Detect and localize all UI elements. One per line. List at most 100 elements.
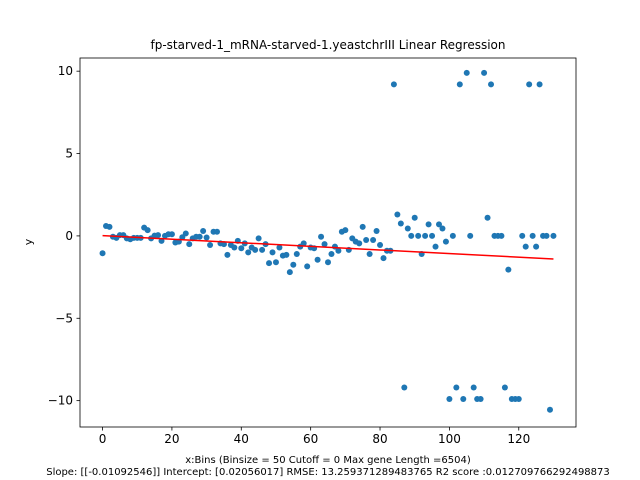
data-point <box>380 255 387 262</box>
data-point <box>501 384 508 391</box>
data-point <box>321 241 328 248</box>
data-point <box>401 384 408 391</box>
data-point <box>290 261 297 268</box>
data-point <box>214 228 221 235</box>
data-point <box>442 238 449 245</box>
data-point <box>467 232 474 239</box>
data-point <box>536 81 543 88</box>
data-point <box>456 81 463 88</box>
data-point <box>318 233 325 240</box>
x-tick-label: 20 <box>164 432 179 446</box>
data-point <box>342 227 349 234</box>
data-point <box>408 232 415 239</box>
data-point <box>238 245 245 252</box>
data-point <box>429 232 436 239</box>
data-point <box>411 214 418 221</box>
data-point <box>390 81 397 88</box>
data-point <box>488 81 495 88</box>
data-point <box>404 225 411 232</box>
data-point <box>259 246 266 253</box>
data-point <box>463 69 470 76</box>
data-point <box>470 384 477 391</box>
data-point <box>366 251 373 258</box>
data-point <box>224 251 231 258</box>
data-point <box>245 249 252 256</box>
data-point <box>200 227 207 234</box>
data-point <box>425 221 432 228</box>
data-point <box>186 241 193 248</box>
data-point <box>196 233 203 240</box>
data-point <box>272 259 279 266</box>
data-point <box>269 249 276 256</box>
data-point <box>439 225 446 232</box>
y-tick-label: −10 <box>48 394 73 408</box>
data-point <box>519 232 526 239</box>
data-point <box>283 251 290 258</box>
data-point <box>446 395 453 402</box>
x-tick-label: 60 <box>303 432 318 446</box>
data-point <box>422 232 429 239</box>
data-point <box>286 269 293 276</box>
x-axis: 0 20 40 60 80 100 120 <box>99 427 530 446</box>
data-point <box>533 243 540 250</box>
data-point <box>415 232 422 239</box>
data-point <box>300 240 307 247</box>
x-axis-label: x:Bins (Binsize = 50 Cutoff = 0 Max gene… <box>185 455 471 466</box>
y-tick-label: 10 <box>58 64 73 78</box>
data-point <box>203 234 210 241</box>
y-axis: −10 −5 0 5 10 <box>48 64 80 408</box>
data-point <box>325 259 331 266</box>
data-point <box>550 232 557 239</box>
y-axis-label: y <box>22 238 35 245</box>
y-tick-label: 5 <box>65 147 73 161</box>
data-point <box>529 232 536 239</box>
data-point <box>505 266 512 273</box>
data-point <box>155 232 162 239</box>
data-point <box>522 243 529 250</box>
data-point <box>498 232 505 239</box>
data-point <box>266 260 273 267</box>
regression-stats-label: Slope: [[-0.01092546]] Intercept: [0.020… <box>46 467 610 478</box>
data-point <box>435 221 442 228</box>
data-point <box>304 263 311 270</box>
data-point <box>182 230 189 237</box>
data-point <box>168 231 175 238</box>
data-point <box>255 235 262 242</box>
data-point <box>484 214 491 221</box>
data-point <box>515 395 522 402</box>
data-point <box>397 220 404 227</box>
data-point <box>377 241 384 248</box>
data-point <box>477 395 484 402</box>
data-point <box>179 234 186 241</box>
data-point <box>359 223 366 230</box>
plot-area <box>99 69 557 413</box>
data-point <box>356 240 363 247</box>
data-point <box>328 251 335 258</box>
data-point <box>106 223 113 230</box>
axes-frame <box>79 57 577 428</box>
data-point <box>546 406 553 413</box>
data-point <box>144 227 151 234</box>
data-point <box>432 243 439 250</box>
data-point <box>481 69 488 76</box>
x-tick-label: 0 <box>99 432 107 446</box>
x-tick-label: 40 <box>234 432 249 446</box>
data-point <box>335 247 342 254</box>
y-tick-label: −5 <box>55 311 73 325</box>
data-point <box>276 244 283 251</box>
data-point <box>526 81 533 88</box>
chart-title: fp-starved-1_mRNA-starved-1.yeastchrIII … <box>151 38 506 52</box>
x-tick-label: 80 <box>372 432 387 446</box>
data-point <box>460 395 467 402</box>
data-point <box>363 237 370 244</box>
data-point <box>394 211 401 218</box>
data-point <box>449 232 456 239</box>
data-point <box>293 251 300 258</box>
data-point <box>314 256 321 263</box>
data-point <box>99 250 106 257</box>
y-tick-label: 0 <box>65 229 73 243</box>
data-point <box>207 241 214 248</box>
data-point <box>252 246 259 253</box>
x-tick-label: 100 <box>438 432 461 446</box>
